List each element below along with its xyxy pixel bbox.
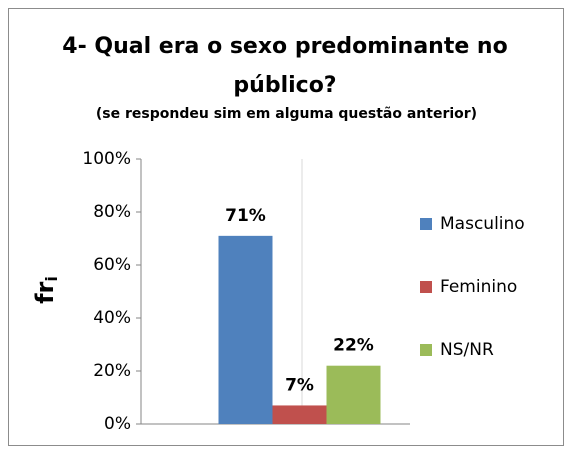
y-tick-label: 100%	[82, 149, 131, 169]
chart-frame	[8, 8, 564, 446]
legend-swatch	[420, 344, 432, 356]
data-label: 7%	[285, 375, 314, 395]
chart-subtitle: (se respondeu sim em alguma questão ante…	[95, 106, 478, 122]
y-tick-label: 20%	[93, 361, 131, 381]
legend-label: Masculino	[440, 214, 525, 234]
y-tick-label: 40%	[93, 308, 131, 328]
y-axis-label: fri	[31, 276, 61, 304]
legend-label: Feminino	[440, 277, 517, 297]
y-tick-label: 80%	[93, 202, 131, 222]
y-axis-label-main: fr	[31, 281, 59, 303]
legend-swatch	[420, 281, 432, 293]
bar	[272, 405, 327, 424]
legend-swatch	[420, 218, 432, 230]
data-label: 22%	[333, 336, 374, 356]
bar	[218, 235, 273, 424]
y-tick-label: 0%	[104, 414, 131, 434]
chart-title: 4- Qual era o sexo predominante no públi…	[62, 34, 508, 98]
y-tick-label: 60%	[93, 255, 131, 275]
y-axis-label-subscript: i	[42, 276, 61, 281]
bar	[326, 365, 381, 424]
data-label: 71%	[225, 206, 266, 226]
legend-label: NS/NR	[440, 340, 494, 360]
